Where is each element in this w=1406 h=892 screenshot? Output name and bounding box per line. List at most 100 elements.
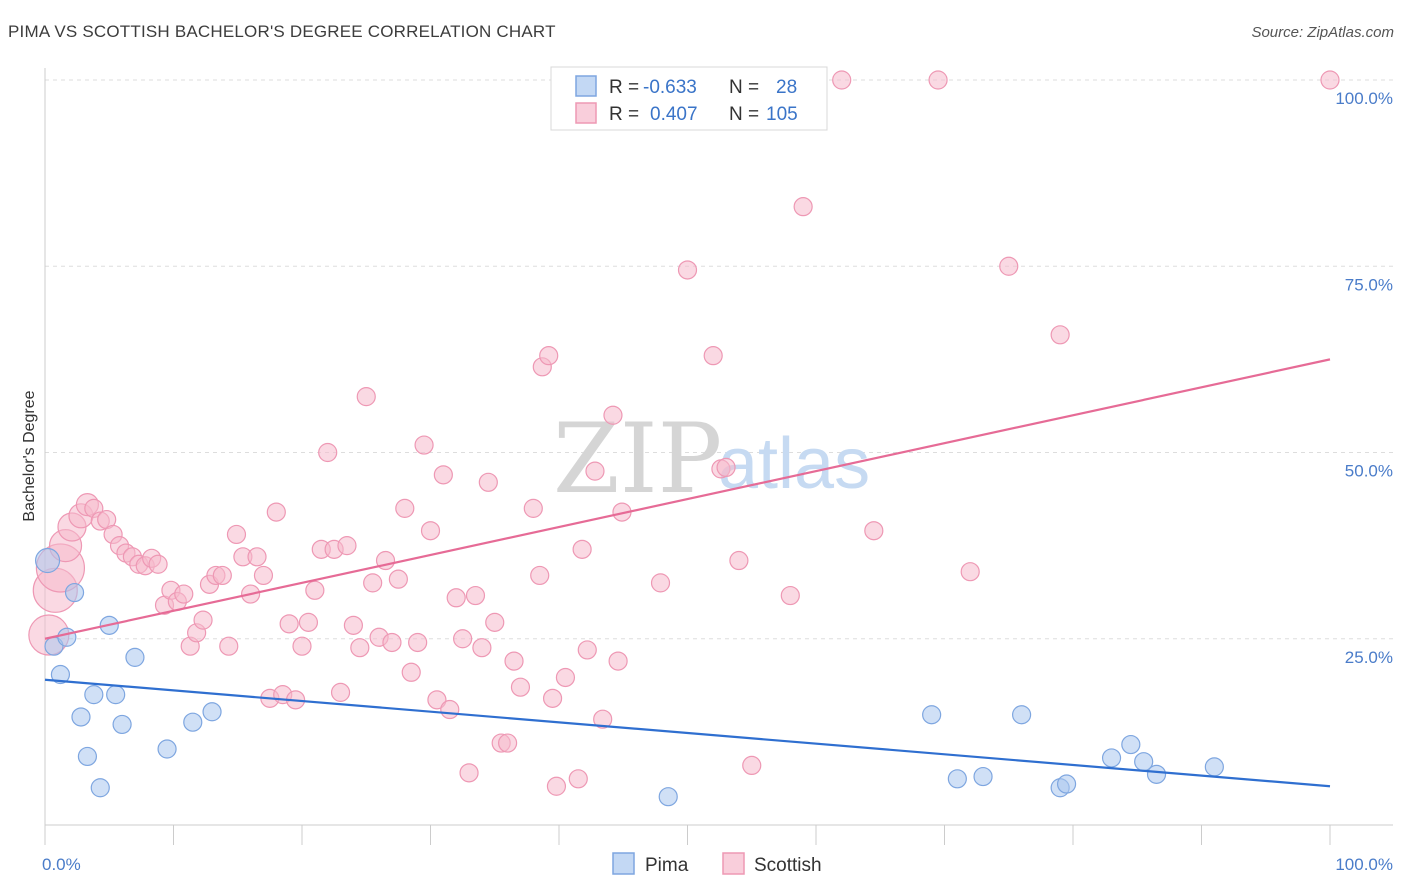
legend-swatch-pima xyxy=(575,75,597,97)
legend-n-label: N = xyxy=(729,104,759,125)
scottish-point xyxy=(337,536,357,556)
scottish-point xyxy=(193,610,213,630)
scottish-point xyxy=(148,554,168,574)
scottish-point xyxy=(174,584,194,604)
pima-point xyxy=(1121,734,1141,755)
scottish-point xyxy=(928,70,948,90)
bottom-legend-label-scottish: Scottish xyxy=(754,855,822,876)
legend-n-value: 28 xyxy=(776,77,797,98)
pima-point xyxy=(183,712,203,732)
scottish-point xyxy=(530,565,550,586)
legend-r-value: -0.633 xyxy=(643,77,697,98)
pima-trend-line xyxy=(44,678,1331,788)
pima-point xyxy=(71,707,91,727)
scottish-point xyxy=(572,539,592,559)
scottish-point xyxy=(363,573,383,593)
legend-r-value: 0.407 xyxy=(650,104,698,125)
scottish-trend-line xyxy=(44,358,1331,640)
scottish-point xyxy=(465,585,486,606)
scottish-point xyxy=(716,457,736,477)
legend-n-label: N = xyxy=(729,77,759,98)
scottish-point xyxy=(864,521,884,541)
scottish-point xyxy=(305,580,325,600)
scottish-point xyxy=(427,690,447,710)
legend-r-label: R = xyxy=(609,104,639,125)
scottish-point xyxy=(960,562,980,582)
scottish-point xyxy=(420,521,441,541)
x-tick-label: 0.0% xyxy=(42,855,81,874)
scottish-point xyxy=(330,682,351,702)
pima-point xyxy=(1011,705,1032,725)
trend-lines xyxy=(44,358,1331,788)
scottish-point xyxy=(546,776,567,796)
scottish-point xyxy=(780,585,800,606)
pima-point xyxy=(922,705,942,725)
scottish-point xyxy=(542,688,563,708)
bottom-legend-swatch-pima xyxy=(612,852,635,875)
scottish-point xyxy=(440,699,460,720)
scottish-point xyxy=(539,346,559,366)
scottish-point xyxy=(478,472,498,492)
bottom-legend: Pima Scottish xyxy=(612,852,822,876)
scottish-point xyxy=(1320,70,1340,90)
scottish-point xyxy=(577,640,597,660)
pima-point xyxy=(1146,764,1167,784)
scottish-point xyxy=(608,651,628,671)
scottish-point xyxy=(408,632,428,653)
scottish-point xyxy=(729,550,749,571)
scottish-point xyxy=(650,573,671,593)
pima-point xyxy=(84,685,104,705)
scottish-point xyxy=(793,197,813,217)
scottish-point xyxy=(453,629,473,649)
scottish-point xyxy=(1050,325,1070,345)
scottish-point xyxy=(999,256,1019,276)
pima-point xyxy=(1101,748,1122,768)
source-label: Source: ZipAtlas.com xyxy=(1251,24,1394,41)
scottish-point xyxy=(555,667,576,688)
scottish-point xyxy=(523,498,543,518)
pima-point xyxy=(77,746,98,767)
scottish-point xyxy=(401,662,421,682)
x-tick-label: 100.0% xyxy=(1335,855,1393,874)
axes xyxy=(44,68,1393,845)
y-tick-label: 25.0% xyxy=(1345,648,1393,667)
scottish-point xyxy=(253,565,274,586)
grid-lines xyxy=(45,79,1393,640)
watermark-zip: ZIP xyxy=(553,403,722,515)
scottish-point xyxy=(593,709,613,729)
scottish-point xyxy=(382,632,402,653)
scottish-points xyxy=(28,70,1340,796)
watermark: ZIP atlas xyxy=(553,403,870,515)
scottish-point xyxy=(433,465,453,485)
scottish-point xyxy=(318,442,338,463)
legend-box xyxy=(550,66,828,131)
pima-point xyxy=(50,664,71,685)
scottish-point xyxy=(742,755,762,776)
y-tick-label: 75.0% xyxy=(1345,275,1393,294)
pima-point xyxy=(947,769,967,789)
pima-point xyxy=(106,685,126,705)
scottish-point xyxy=(446,588,466,608)
scottish-point xyxy=(510,677,531,697)
legend-n-value: 105 xyxy=(766,104,798,125)
x-tick-labels: 0.0% 100.0% xyxy=(42,855,1393,874)
pima-point xyxy=(34,547,61,574)
scottish-point xyxy=(459,763,479,783)
scottish-point xyxy=(266,502,286,522)
scottish-point xyxy=(677,260,698,280)
scottish-point xyxy=(350,638,370,658)
pima-point xyxy=(202,702,222,722)
scottish-point xyxy=(356,387,376,407)
scottish-point xyxy=(212,565,232,586)
scottish-point xyxy=(292,636,312,656)
scottish-point xyxy=(298,612,319,632)
scottish-point xyxy=(395,498,415,518)
pima-point xyxy=(90,778,110,798)
pima-point xyxy=(64,582,85,603)
y-tick-labels: 25.0% 50.0% 75.0% 100.0% xyxy=(1335,89,1393,667)
scottish-point xyxy=(485,612,505,632)
scottish-point xyxy=(568,769,588,789)
scottish-point xyxy=(832,70,852,90)
pima-point xyxy=(973,766,993,787)
